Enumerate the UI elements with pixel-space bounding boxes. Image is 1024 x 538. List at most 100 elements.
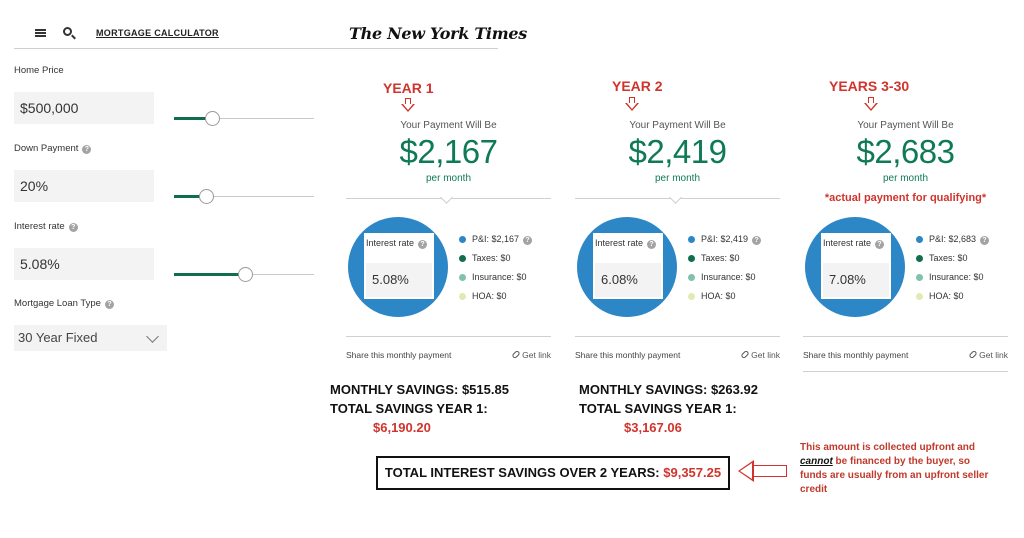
help-icon[interactable]: ?: [752, 236, 762, 245]
interest-rate-input[interactable]: 5.08%: [14, 248, 154, 280]
loan-type-value: 30 Year Fixed: [18, 330, 98, 345]
interest-rate-box: Interest rate? 5.08%: [364, 233, 434, 299]
legend-item-insurance: Insurance: $0: [916, 272, 989, 291]
legend-item-taxes: Taxes: $0: [916, 253, 989, 272]
legend-dot: [688, 293, 695, 300]
slider-track: [174, 196, 314, 197]
home-price-input[interactable]: $500,000: [14, 92, 154, 124]
rate-label: Interest rate?: [366, 238, 428, 249]
payment-amount: $2,419: [628, 133, 727, 170]
total-value: $9,357.25: [663, 465, 722, 480]
down-arrow-icon: [625, 97, 639, 111]
loan-type-label: Mortgage Loan Type?: [14, 298, 114, 309]
legend-dot: [459, 255, 466, 262]
down-payment-slider[interactable]: [174, 189, 314, 205]
help-icon[interactable]: ?: [418, 240, 428, 249]
interest-rate-label: Interest rate?: [14, 221, 78, 232]
payment-panel-year-2: YEAR 2 Your Payment Will Be $2,419 per m…: [575, 0, 780, 538]
interest-rate-slider[interactable]: [174, 267, 314, 283]
share-text: Share this monthly payment: [346, 350, 452, 360]
legend-dot: [688, 274, 695, 281]
legend-item-taxes: Taxes: $0: [688, 253, 761, 272]
chevron-down-icon: [146, 330, 159, 343]
down-payment-input[interactable]: 20%: [14, 170, 154, 202]
payment-label: Your Payment Will Be: [400, 120, 497, 131]
monthly-savings: MONTHLY SAVINGS: $515.85: [330, 382, 509, 397]
share-text: Share this monthly payment: [803, 350, 909, 360]
link-icon: [968, 349, 978, 360]
per-month-label: per month: [425, 173, 472, 184]
payment-legend: P&I: $2,419? Taxes: $0 Insurance: $0 HOA…: [688, 234, 762, 310]
help-icon[interactable]: ?: [104, 300, 114, 309]
help-icon[interactable]: ?: [875, 240, 885, 249]
qualifying-note: *actual payment for qualifying*: [824, 192, 987, 204]
legend-item-insurance: Insurance: $0: [688, 272, 761, 291]
share-text: Share this monthly payment: [575, 350, 681, 360]
get-link-button[interactable]: Get link: [511, 349, 551, 360]
legend-item-hoa: HOA: $0: [459, 291, 532, 310]
payment-panel-years-3-30: YEARS 3-30 Your Payment Will Be $2,683 p…: [803, 0, 1008, 538]
hamburger-menu-icon[interactable]: [35, 29, 46, 37]
note-emphasis: cannot: [800, 456, 833, 467]
legend-dot: [688, 236, 695, 243]
slider-thumb[interactable]: [238, 267, 254, 282]
divider: [575, 191, 780, 208]
slider-fill: [174, 195, 207, 198]
down-arrow-icon: [401, 98, 415, 112]
panel-title: YEARS 3-30: [829, 78, 910, 94]
legend-dot: [916, 274, 923, 281]
get-link-button[interactable]: Get link: [968, 349, 1008, 360]
payment-label: Your Payment Will Be: [857, 120, 954, 131]
payment-panel-year-1: YEAR 1 Your Payment Will Be $2,167 per m…: [346, 0, 551, 538]
panel-title: YEAR 1: [383, 80, 434, 96]
app-title[interactable]: MORTGAGE CALCULATOR: [96, 28, 219, 38]
payment-amount: $2,683: [856, 133, 955, 170]
total-savings-label: TOTAL SAVINGS YEAR 1:: [579, 401, 737, 416]
savings-year-2: MONTHLY SAVINGS: $263.92 TOTAL SAVINGS Y…: [579, 380, 758, 437]
payment-amount: $2,167: [399, 133, 498, 170]
legend-dot: [459, 274, 466, 281]
legend-item-taxes: Taxes: $0: [459, 253, 532, 272]
help-icon[interactable]: ?: [647, 240, 657, 249]
legend-item-pi: P&I: $2,683?: [916, 234, 990, 253]
legend-dot: [916, 236, 923, 243]
down-payment-label: Down Payment?: [14, 143, 92, 154]
divider: [346, 191, 551, 208]
home-price-slider[interactable]: [174, 111, 314, 127]
help-icon[interactable]: ?: [68, 223, 78, 232]
rate-input[interactable]: 6.08%: [595, 263, 661, 297]
nyt-logo: The New York Times: [349, 24, 527, 43]
rate-label: Interest rate?: [595, 238, 657, 249]
search-icon[interactable]: [63, 27, 72, 36]
per-month-label: per month: [654, 173, 701, 184]
slider-thumb[interactable]: [199, 189, 215, 204]
legend-item-pi: P&I: $2,167?: [459, 234, 533, 253]
loan-type-select[interactable]: 30 Year Fixed: [14, 325, 167, 351]
legend-item-insurance: Insurance: $0: [459, 272, 532, 291]
interest-rate-box: Interest rate? 7.08%: [821, 233, 891, 299]
divider: [575, 336, 780, 337]
help-icon[interactable]: ?: [523, 236, 533, 245]
total-label: TOTAL INTEREST SAVINGS OVER 2 YEARS:: [384, 465, 660, 480]
divider: [803, 336, 1008, 337]
slider-fill: [174, 273, 246, 276]
link-icon: [740, 349, 750, 360]
divider: [803, 371, 1008, 372]
divider: [346, 336, 551, 337]
savings-year-1: MONTHLY SAVINGS: $515.85 TOTAL SAVINGS Y…: [330, 380, 509, 437]
help-icon[interactable]: ?: [82, 145, 92, 154]
get-link-button[interactable]: Get link: [740, 349, 780, 360]
per-month-label: per month: [882, 173, 929, 184]
payment-legend: P&I: $2,167? Taxes: $0 Insurance: $0 HOA…: [459, 234, 533, 310]
help-icon[interactable]: ?: [980, 236, 990, 245]
slider-thumb[interactable]: [204, 111, 220, 126]
total-interest-savings-box: TOTAL INTEREST SAVINGS OVER 2 YEARS: $9,…: [376, 456, 730, 490]
legend-item-pi: P&I: $2,419?: [688, 234, 762, 253]
rate-input[interactable]: 7.08%: [823, 263, 889, 297]
left-arrow-icon: [738, 460, 788, 482]
legend-item-hoa: HOA: $0: [688, 291, 761, 310]
rate-input[interactable]: 5.08%: [366, 263, 432, 297]
total-savings-value: $3,167.06: [624, 420, 682, 435]
interest-rate-box: Interest rate? 6.08%: [593, 233, 663, 299]
monthly-savings: MONTHLY SAVINGS: $263.92: [579, 382, 758, 397]
